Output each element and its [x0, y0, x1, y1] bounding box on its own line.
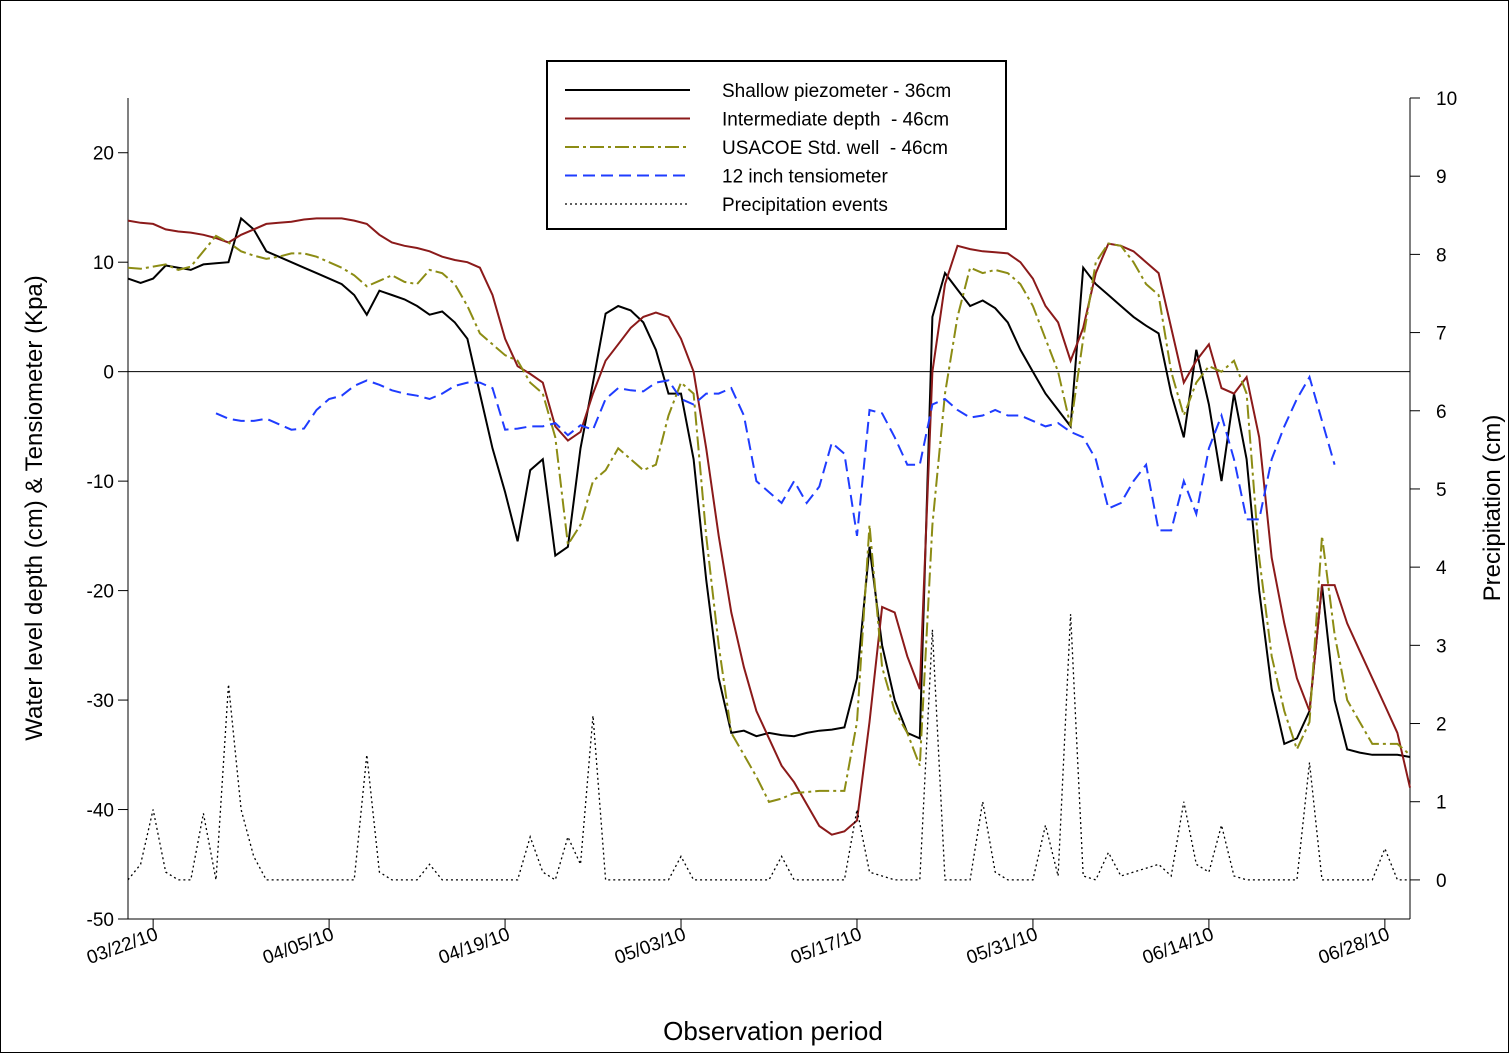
series-line: [127, 234, 1411, 804]
y2-tick-label: 3: [1436, 636, 1447, 657]
y2-tick-label: 8: [1436, 245, 1447, 266]
legend-label: 12 inch tensiometer: [722, 167, 888, 188]
y2-tick-label: 6: [1436, 402, 1447, 423]
y2-tick-label: 2: [1436, 715, 1447, 736]
y2-tick-label: 10: [1436, 89, 1457, 110]
legend-label: Shallow piezometer - 36cm: [722, 81, 951, 102]
legend-label: Precipitation events: [722, 195, 888, 216]
y-tick-label: 10: [93, 253, 114, 274]
legend-label: Intermediate depth - 46cm: [722, 110, 949, 131]
y2-tick-label: 9: [1436, 167, 1447, 188]
y-tick-label: -50: [87, 910, 114, 931]
x-axis-title: Observation period: [663, 1016, 883, 1046]
y2-tick-label: 7: [1436, 324, 1447, 345]
y-tick-label: 0: [103, 363, 114, 384]
y-axis-title: Water level depth (cm) & Tensiometer (Kp…: [21, 275, 48, 741]
legend-label: USACOE Std. well - 46cm: [722, 138, 948, 159]
series-line: [127, 216, 1411, 758]
y-tick-label: -40: [87, 801, 114, 822]
y-tick-label: 20: [93, 144, 114, 165]
y-tick-label: -10: [87, 472, 114, 493]
series-line: [127, 217, 1411, 836]
y2-tick-label: 4: [1436, 558, 1447, 579]
y2-tick-label: 5: [1436, 480, 1447, 501]
legend: Shallow piezometer - 36cm Intermediate de…: [546, 60, 1007, 230]
series-line: [127, 614, 1410, 881]
y2-tick-label: 0: [1436, 871, 1447, 892]
y-tick-label: -20: [87, 582, 114, 603]
y2-axis-title: Precipitation (cm): [1479, 415, 1506, 602]
y2-tick-label: 1: [1436, 793, 1447, 814]
y-tick-label: -30: [87, 691, 114, 712]
